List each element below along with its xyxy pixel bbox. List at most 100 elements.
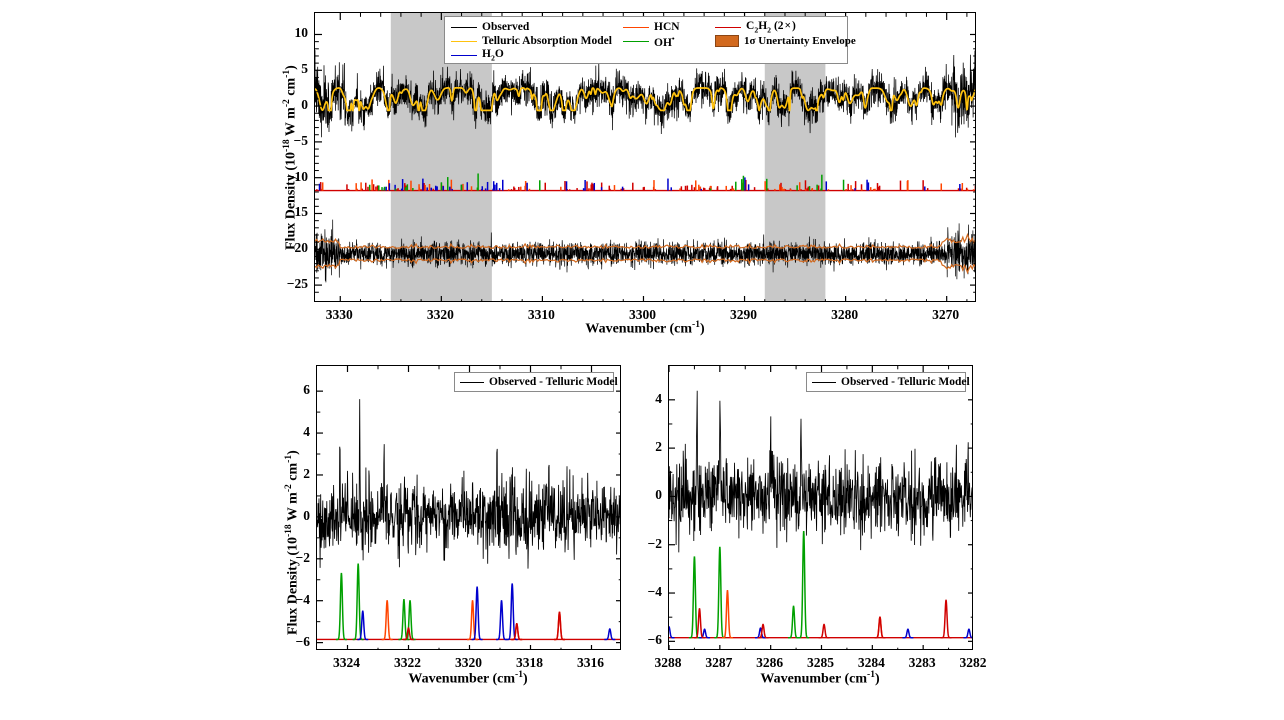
y-tick-label: −6 bbox=[647, 632, 662, 648]
legend-label-oh: OH• bbox=[654, 33, 675, 49]
h2o-gaussian-peak bbox=[963, 628, 972, 639]
h2o-gaussian-peak bbox=[669, 626, 675, 639]
c2h2-gaussian-peak bbox=[511, 623, 523, 641]
c2h2-gaussian-peak bbox=[757, 623, 769, 639]
uncertainty-patch-icon bbox=[715, 35, 739, 47]
x-tick-label: 3285 bbox=[807, 655, 834, 670]
bottom-right-x-axis-title: Wavenumber (cm-1) bbox=[760, 670, 880, 687]
legend-label-h2o: H2O bbox=[482, 47, 504, 63]
bottom-right-legend[interactable]: Observed - Telluric Model bbox=[806, 372, 970, 392]
x-tick-label: 3286 bbox=[756, 655, 784, 670]
oh-gaussian-peak bbox=[335, 572, 347, 641]
bottom-left-x-axis-title: Wavenumber (cm-1) bbox=[408, 670, 528, 687]
axis-ticks bbox=[669, 366, 972, 649]
x-tick-label: 3318 bbox=[516, 655, 543, 670]
h2o-gaussian-peak bbox=[471, 586, 483, 641]
x-tick-label: 3316 bbox=[577, 655, 604, 670]
c2h2-gaussian-peak bbox=[694, 608, 705, 639]
y-tick-label: −6 bbox=[295, 633, 310, 649]
x-tick-label: 3288 bbox=[654, 655, 682, 670]
c2h2-line-icon bbox=[715, 26, 741, 28]
y-tick-label: −4 bbox=[647, 584, 662, 600]
y-tick-label: −5 bbox=[293, 132, 308, 148]
oh-gaussian-peak bbox=[788, 605, 800, 639]
oh-line-icon bbox=[623, 40, 649, 42]
telluric-model-trace bbox=[315, 87, 975, 112]
top-x-axis-title: Wavenumber (cm-1) bbox=[585, 320, 705, 337]
legend-label-c2h2: C2H2 (2 × ) bbox=[746, 19, 796, 35]
bottom-left-y-axis-title: Flux Density (10-18 W m-2 cm-1) bbox=[284, 450, 301, 635]
y-tick-label: 4 bbox=[303, 424, 310, 440]
x-tick-label: 3320 bbox=[455, 655, 482, 670]
legend-label-residual-left: Observed - Telluric Model bbox=[489, 376, 618, 388]
telluric-line-icon bbox=[451, 40, 477, 42]
h2o-gaussian-peak bbox=[506, 583, 518, 641]
oh-gaussian-peak bbox=[352, 563, 364, 641]
bottom-right-panel: 3288 3287 3286 3285 3284 3283 3282 4 2 0 −2 −4 −6 W… bbox=[642, 345, 1284, 720]
x-tick-label: 3287 bbox=[705, 655, 733, 670]
y-tick-label: 0 bbox=[303, 507, 310, 523]
y-tick-label: −10 bbox=[286, 168, 308, 184]
x-tick-label: 3320 bbox=[426, 307, 454, 322]
y-tick-label: −4 bbox=[295, 591, 310, 607]
axis-ticks bbox=[317, 366, 620, 649]
residual-spectrum-trace bbox=[669, 390, 972, 553]
c2h2-gaussian-peak bbox=[940, 599, 952, 639]
x-tick-label: 3310 bbox=[527, 307, 555, 322]
c2h2-gaussian-peak bbox=[553, 611, 565, 641]
y-tick-label: 6 bbox=[303, 382, 310, 398]
h2o-line-icon bbox=[451, 54, 477, 56]
top-panel-legend[interactable]: Observed HCN C2H2 (2 × ) Telluric Absorp… bbox=[444, 16, 856, 64]
legend-label-residual-right: Observed - Telluric Model bbox=[841, 376, 970, 388]
y-tick-label: −20 bbox=[286, 240, 308, 256]
y-tick-label: 5 bbox=[301, 61, 308, 77]
legend-item-residual-right[interactable]: Observed - Telluric Model bbox=[812, 374, 970, 390]
legend-item-observed[interactable]: Observed bbox=[451, 21, 623, 33]
x-tick-label: 3284 bbox=[857, 655, 885, 670]
y-tick-label: −2 bbox=[295, 549, 310, 565]
legend-label-uncertainty: 1σ Unertainty Envelope bbox=[744, 35, 856, 47]
hcn-line-icon bbox=[623, 26, 649, 28]
residual-line-icon bbox=[460, 381, 484, 383]
bottom-left-plot-area bbox=[316, 365, 621, 650]
hcn-gaussian-peak bbox=[381, 600, 393, 641]
x-tick-label: 3330 bbox=[325, 307, 353, 322]
y-tick-label: 0 bbox=[301, 97, 308, 113]
y-tick-label: 10 bbox=[294, 25, 309, 41]
y-tick-label: −2 bbox=[647, 535, 662, 551]
x-tick-label: 3282 bbox=[959, 655, 987, 670]
x-tick-label: 3283 bbox=[908, 655, 936, 670]
residual-trace bbox=[315, 219, 975, 283]
hcn-gaussian-peak bbox=[721, 590, 733, 639]
top-panel: 3330 3320 3310 3300 3290 3280 3270 10 5 0 −5 −10 −1… bbox=[0, 0, 1284, 345]
uncertainty-upper-bound bbox=[315, 232, 975, 250]
legend-label-telluric: Telluric Absorption Model bbox=[482, 35, 612, 47]
oh-gaussian-peak bbox=[714, 546, 726, 639]
y-tick-label: 0 bbox=[655, 487, 662, 503]
legend-item-oh[interactable]: OH• bbox=[623, 33, 715, 49]
legend-item-residual-left[interactable]: Observed - Telluric Model bbox=[460, 374, 618, 390]
uncertainty-lower-bound bbox=[315, 258, 975, 275]
c2h2-gaussian-peak bbox=[874, 616, 886, 639]
h2o-gaussian-peak bbox=[604, 628, 616, 641]
c2h2-gaussian-peak bbox=[403, 627, 414, 641]
axis-ticks bbox=[315, 13, 975, 301]
top-plot-svg bbox=[315, 13, 975, 301]
bottom-left-panel: 3324 3322 3320 3318 3316 6 4 2 0 −2 −4 −6 Wavenumb… bbox=[0, 345, 642, 720]
hcn-gaussian-peak bbox=[467, 600, 479, 641]
x-tick-label: 3290 bbox=[730, 307, 758, 322]
c2h2-gaussian-peak bbox=[818, 623, 830, 639]
bottom-left-plot-svg bbox=[317, 366, 620, 649]
x-tick-label: 3300 bbox=[628, 307, 656, 322]
y-tick-label: 4 bbox=[655, 390, 662, 406]
h2o-gaussian-peak bbox=[902, 628, 914, 639]
legend-label-observed: Observed bbox=[482, 21, 530, 33]
legend-item-telluric[interactable]: Telluric Absorption Model bbox=[451, 35, 623, 47]
legend-item-hcn[interactable]: HCN bbox=[623, 21, 715, 33]
bottom-left-legend[interactable]: Observed - Telluric Model bbox=[454, 372, 618, 392]
x-tick-label: 3270 bbox=[932, 307, 960, 322]
line-list-sticks bbox=[315, 173, 975, 192]
legend-item-uncertainty[interactable]: 1σ Unertainty Envelope bbox=[715, 35, 856, 47]
legend-item-c2h2[interactable]: C2H2 (2 × ) bbox=[715, 20, 856, 34]
legend-item-h2o[interactable]: H2O bbox=[451, 48, 623, 62]
